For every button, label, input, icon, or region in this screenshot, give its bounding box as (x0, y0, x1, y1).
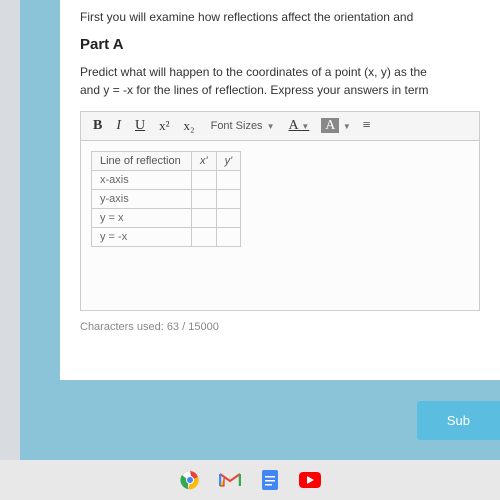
table-cell[interactable] (216, 228, 241, 247)
character-count: Characters used: 63 / 15000 (80, 321, 480, 333)
table-header-row: Line of reflection x' y' (92, 152, 241, 171)
gmail-icon[interactable] (219, 469, 241, 491)
table-cell[interactable]: y-axis (92, 190, 192, 209)
table-cell[interactable] (192, 190, 217, 209)
table-row: y-axis (92, 190, 241, 209)
question-panel: First you will examine how reflections a… (60, 0, 500, 380)
chevron-down-icon: ▼ (267, 122, 275, 131)
table-row: y = -x (92, 228, 241, 247)
chevron-down-icon: ▼ (301, 122, 309, 131)
table-cell[interactable] (216, 171, 241, 190)
part-title: Part A (80, 36, 480, 53)
editor-area[interactable]: Line of reflection x' y' x-axis y-axis (80, 141, 480, 311)
table-cell[interactable]: y = x (92, 209, 192, 228)
chrome-icon[interactable] (179, 469, 201, 491)
chevron-down-icon: ▼ (343, 122, 351, 131)
superscript-button[interactable]: x² (153, 116, 175, 136)
font-size-select[interactable]: Font Sizes ▼ (207, 118, 279, 134)
taskbar (0, 460, 500, 500)
bold-button[interactable]: B (87, 116, 108, 136)
table-row: y = x (92, 209, 241, 228)
table-header: y' (216, 152, 241, 171)
submit-button[interactable]: Sub (417, 401, 500, 440)
table-cell[interactable] (192, 209, 217, 228)
table-cell[interactable]: y = -x (92, 228, 192, 247)
underline-button[interactable]: U (129, 116, 151, 136)
youtube-icon[interactable] (299, 469, 321, 491)
italic-button[interactable]: I (110, 116, 127, 136)
table-header: Line of reflection (92, 152, 192, 171)
highlight-button[interactable]: A ▼ (315, 116, 357, 136)
table-header: x' (192, 152, 217, 171)
table-cell[interactable]: x-axis (92, 171, 192, 190)
text-color-button[interactable]: A ▼ (284, 116, 313, 136)
browser-sidebar (0, 0, 20, 460)
question-line1: Predict what will happen to the coordina… (80, 65, 427, 79)
table-row: x-axis (92, 171, 241, 190)
table-cell[interactable] (192, 228, 217, 247)
table-cell[interactable] (216, 190, 241, 209)
reflection-table: Line of reflection x' y' x-axis y-axis (91, 151, 241, 247)
intro-text: First you will examine how reflections a… (80, 10, 480, 24)
editor-toolbar: B I U x² x₂ Font Sizes ▼ A ▼ A ▼ ≡ (80, 111, 480, 141)
table-cell[interactable] (216, 209, 241, 228)
subscript-button[interactable]: x₂ (178, 116, 201, 136)
list-button[interactable]: ≡ (359, 116, 375, 136)
font-size-label: Font Sizes (211, 120, 263, 132)
content-wrapper: First you will examine how reflections a… (20, 0, 500, 460)
question-text: Predict what will happen to the coordina… (80, 63, 480, 99)
question-line2: and y = -x for the lines of reflection. … (80, 83, 428, 97)
docs-icon[interactable] (259, 469, 281, 491)
table-cell[interactable] (192, 171, 217, 190)
